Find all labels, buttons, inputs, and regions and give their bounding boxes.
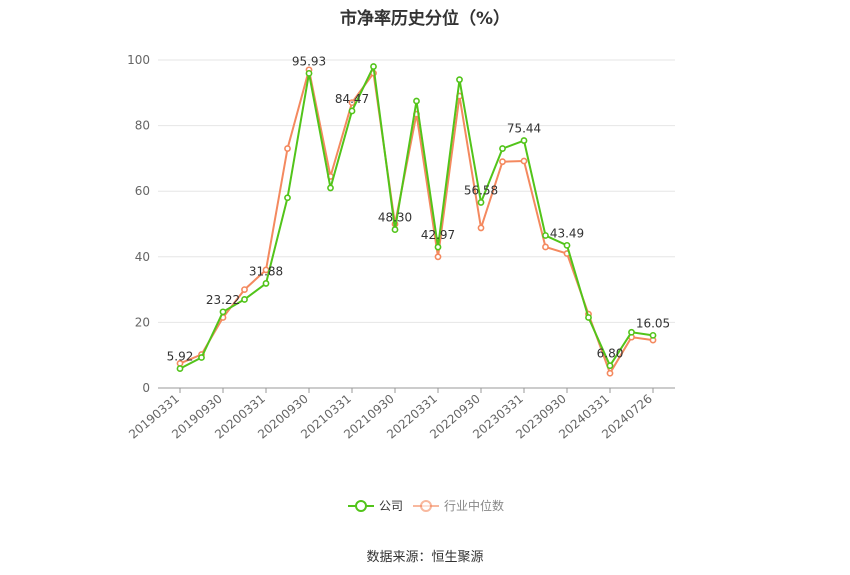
data-point: [520, 137, 528, 144]
data-point: [219, 308, 227, 316]
data-label: 5.92: [167, 350, 194, 364]
data-label: 95.93: [292, 54, 326, 68]
data-label: 23.22: [206, 293, 240, 307]
series-lines: [176, 63, 657, 377]
data-point: [477, 224, 485, 232]
data-source: 数据来源：恒生聚源: [366, 550, 484, 565]
legend-label: 公司: [379, 499, 403, 513]
data-point: [241, 286, 248, 293]
data-label: 84.47: [335, 92, 369, 106]
line-chart: 0 20 40 60 80 100 201903312019093020200331202…: [126, 53, 675, 513]
x-axis: 2019033120190930202003312020093020210331…: [126, 387, 675, 442]
data-point: [348, 107, 356, 115]
data-point: [413, 97, 420, 105]
data-point: [499, 158, 506, 166]
data-point: [606, 369, 614, 377]
data-point: [520, 157, 528, 165]
data-point: [499, 145, 506, 152]
data-point: [262, 280, 270, 287]
data-label: 6.80: [597, 347, 624, 361]
data-point: [284, 194, 291, 202]
data-point: [305, 69, 313, 77]
data-point: [456, 76, 463, 84]
data-label: 42.97: [421, 228, 455, 242]
chart-title: 市净率历史分位（%）: [339, 9, 511, 29]
legend: 公司 行业中位数: [348, 498, 504, 513]
data-label: 56.58: [464, 183, 498, 197]
y-tick-label: 0: [142, 381, 150, 395]
legend-item-industry-median[interactable]: 行业中位数: [413, 498, 504, 513]
legend-marker-icon: [420, 500, 432, 512]
data-point: [348, 99, 356, 107]
data-point: [198, 354, 205, 361]
data-label: 16.05: [636, 316, 670, 330]
legend-marker-icon: [355, 500, 367, 512]
data-point: [370, 63, 377, 70]
data-point: [628, 328, 635, 336]
data-point: [606, 362, 614, 370]
y-tick-label: 100: [127, 53, 150, 67]
data-point: [176, 365, 184, 372]
data-point: [542, 232, 549, 239]
data-point: [563, 241, 571, 249]
legend-label: 行业中位数: [444, 498, 504, 513]
data-label: 48.30: [378, 211, 412, 225]
y-tick-label: 40: [135, 250, 150, 264]
y-axis: 0 20 40 60 80 100: [127, 53, 150, 395]
legend-item-company[interactable]: 公司: [348, 499, 403, 513]
y-tick-label: 80: [135, 119, 150, 133]
data-point: [585, 314, 592, 321]
data-point: [542, 243, 549, 251]
y-tick-label: 60: [135, 184, 150, 198]
data-point: [434, 243, 442, 251]
data-point: [434, 253, 442, 261]
data-point: [284, 145, 291, 152]
data-point: [241, 296, 248, 303]
data-labels: 5.92 23.22 31.88 95.93 84.47 48.30 42.97 56.58 7…: [167, 54, 671, 363]
data-label: 75.44: [507, 122, 541, 136]
y-tick-label: 20: [135, 315, 150, 329]
data-point: [391, 226, 399, 233]
data-label: 43.49: [550, 226, 584, 240]
data-label: 31.88: [249, 264, 283, 278]
data-point: [649, 331, 657, 339]
data-point: [477, 199, 485, 206]
data-point: [327, 184, 334, 192]
